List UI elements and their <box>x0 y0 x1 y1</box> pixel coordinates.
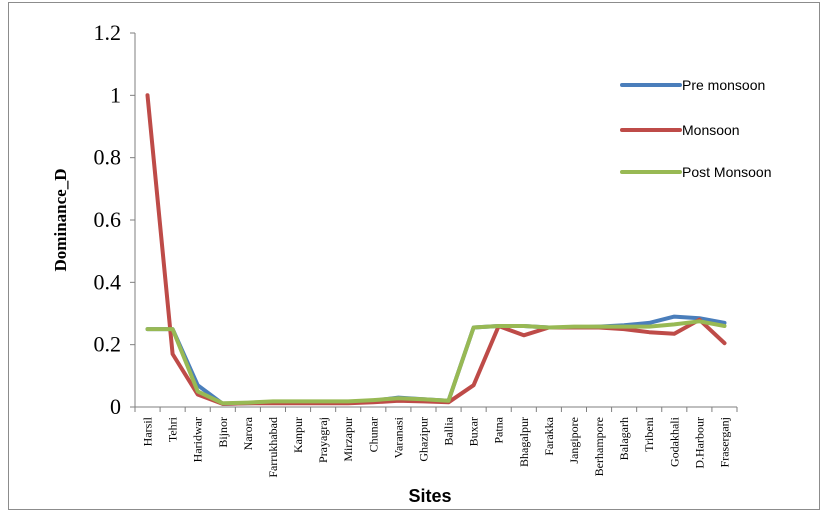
x-tick-label: Narora <box>241 416 255 450</box>
y-tick-label: 0.2 <box>94 332 122 357</box>
x-tick-label: Ballia <box>442 416 456 445</box>
x-tick-label: Godakhali <box>667 416 681 467</box>
x-tick-label: Balagarh <box>617 417 631 460</box>
x-tick-label: Jangipore <box>567 417 581 464</box>
x-axis-title: Sites <box>408 486 451 506</box>
x-tick-label: Ghazipur <box>416 417 430 462</box>
y-axis-title: Dominance_D <box>51 169 70 272</box>
x-tick-label: Buxar <box>467 417 481 446</box>
legend-label: Monsoon <box>682 122 740 138</box>
y-tick-label: 0.4 <box>94 269 122 294</box>
legend-label: Post Monsoon <box>682 164 772 180</box>
x-tick-label: Haridwar <box>191 417 205 462</box>
x-tick-label: Berhampore <box>592 417 606 476</box>
x-tick-label: Farrukhabad <box>266 417 280 478</box>
series-line-post-monsoon <box>145 319 727 406</box>
x-tick-label: Bhagalpur <box>517 417 531 467</box>
y-tick-label: 0.6 <box>94 207 122 232</box>
x-tick-label: Tehri <box>166 416 180 442</box>
x-tick-label: Fraserganj <box>717 417 731 467</box>
chart-frame <box>8 2 820 510</box>
y-tick-label: 0.8 <box>94 145 122 170</box>
series-line-monsoon <box>145 93 727 406</box>
x-tick-label: Patna <box>492 416 506 443</box>
x-tick-label: Varanasi <box>391 416 405 458</box>
y-tick-label: 1 <box>110 82 121 107</box>
x-tick-label: Harsil <box>141 416 155 446</box>
x-tick-label: Bijnor <box>216 417 230 448</box>
x-tick-label: Kanpur <box>291 417 305 453</box>
x-tick-label: Farakka <box>542 416 556 455</box>
x-tick-label: Tribeni <box>642 416 656 452</box>
legend-label: Pre monsoon <box>682 77 765 93</box>
x-tick-label: Chunar <box>366 417 380 452</box>
y-tick-label: 0 <box>110 394 121 419</box>
x-tick-label: Prayagraj <box>316 417 330 463</box>
x-tick-label: D.Harbour <box>692 417 706 469</box>
y-tick-label: 1.2 <box>94 20 122 45</box>
x-tick-label: Mirzapur <box>341 417 355 462</box>
